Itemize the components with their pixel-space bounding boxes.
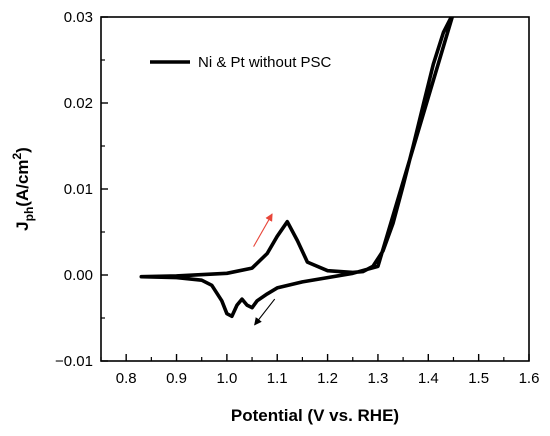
y-tick-label: 0.00	[64, 267, 93, 284]
x-tick-label: 0.8	[116, 370, 137, 387]
reverse-scan-arrow	[254, 298, 276, 326]
x-tick-label: 1.1	[267, 370, 288, 387]
x-tick-label: 1.2	[317, 370, 338, 387]
x-tick-label: 1.3	[368, 370, 389, 387]
y-tick-label: −0.01	[55, 353, 93, 370]
y-tick-label: 0.02	[64, 95, 93, 112]
series-line	[139, 17, 455, 319]
legend: Ni & Pt without PSC	[150, 54, 332, 71]
y-axis-title: Jph(A/cm2)	[10, 147, 36, 231]
x-axis-title: Potential (V vs. RHE)	[231, 406, 399, 425]
x-tick-label: 1.4	[418, 370, 439, 387]
y-tick-label: 0.01	[64, 181, 93, 198]
forward-scan-arrow	[253, 213, 273, 247]
y-tick-label: 0.03	[64, 9, 93, 26]
x-tick-label: 1.0	[216, 370, 237, 387]
x-tick-label: 1.5	[468, 370, 489, 387]
legend-label: Ni & Pt without PSC	[198, 54, 332, 71]
x-tick-label: 1.6	[519, 370, 540, 387]
x-tick-label: 0.9	[166, 370, 187, 387]
